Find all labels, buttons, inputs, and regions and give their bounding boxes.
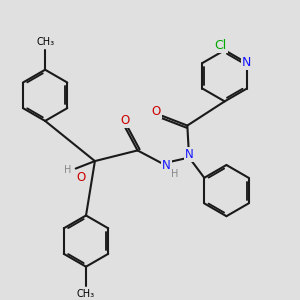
Text: O: O bbox=[121, 114, 130, 128]
Text: N: N bbox=[242, 56, 251, 70]
Text: N: N bbox=[162, 159, 171, 172]
Text: CH₃: CH₃ bbox=[77, 289, 95, 299]
Text: O: O bbox=[76, 171, 85, 184]
Text: N: N bbox=[185, 148, 194, 161]
Text: H: H bbox=[64, 165, 71, 175]
Text: CH₃: CH₃ bbox=[36, 38, 54, 47]
Text: H: H bbox=[171, 169, 178, 179]
Text: O: O bbox=[152, 105, 161, 118]
Text: Cl: Cl bbox=[214, 39, 226, 52]
